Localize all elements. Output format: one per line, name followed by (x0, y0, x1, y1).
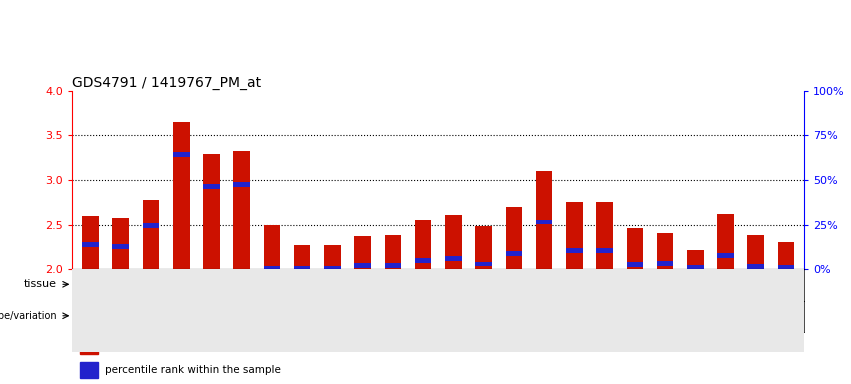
Text: ClpP knockout: ClpP knockout (635, 311, 699, 320)
Bar (80, 362, 98, 378)
Bar (414, 258, 431, 263)
Bar (440, 303, 528, 329)
Bar (747, 264, 764, 269)
Bar (623, 272, 802, 298)
Text: liver: liver (334, 279, 359, 289)
Text: ClpP knockout: ClpP knockout (452, 311, 516, 320)
Bar (203, 154, 220, 269)
Bar (623, 303, 711, 329)
Bar (687, 265, 704, 270)
Bar (294, 245, 311, 269)
Bar (440, 272, 620, 298)
Bar (445, 256, 462, 261)
Bar (83, 216, 99, 269)
Text: tissue: tissue (24, 279, 57, 289)
Text: wild type: wild type (372, 311, 414, 320)
Text: GDS4791 / 1419767_PM_at: GDS4791 / 1419767_PM_at (72, 76, 261, 89)
Bar (74, 272, 254, 298)
Bar (257, 303, 346, 329)
Bar (233, 151, 250, 269)
Bar (165, 303, 254, 329)
Bar (203, 184, 220, 189)
Bar (80, 338, 98, 354)
Bar (354, 263, 371, 268)
Text: ClpP knockout: ClpP knockout (269, 311, 333, 320)
Text: wild type: wild type (189, 311, 231, 320)
Text: testis: testis (149, 279, 179, 289)
Bar (717, 214, 734, 269)
Text: wild type: wild type (738, 311, 780, 320)
Bar (714, 303, 802, 329)
Bar (747, 235, 764, 269)
Bar (536, 220, 552, 225)
Bar (657, 261, 673, 266)
Text: transformed count: transformed count (106, 341, 203, 351)
Bar (476, 226, 492, 269)
Text: brain: brain (699, 279, 727, 289)
Bar (597, 248, 613, 253)
Bar (505, 251, 523, 256)
Bar (112, 218, 129, 269)
Bar (264, 266, 280, 271)
Bar (233, 182, 250, 187)
Bar (74, 303, 163, 329)
Bar (626, 228, 643, 269)
Bar (414, 220, 431, 269)
Bar (354, 236, 371, 269)
Bar (324, 265, 340, 270)
Text: genotype/variation: genotype/variation (0, 311, 57, 321)
Bar (626, 262, 643, 267)
Bar (112, 244, 129, 249)
Bar (717, 253, 734, 258)
Bar (83, 242, 99, 247)
Bar (173, 152, 190, 157)
Bar (778, 242, 794, 269)
Bar (257, 272, 437, 298)
Bar (173, 122, 190, 269)
Bar (531, 303, 620, 329)
Bar (597, 202, 613, 269)
Bar (536, 171, 552, 269)
Text: percentile rank within the sample: percentile rank within the sample (106, 365, 281, 375)
Bar (385, 235, 401, 269)
Bar (657, 233, 673, 269)
Bar (687, 250, 704, 269)
Bar (385, 263, 401, 268)
Text: wild type: wild type (555, 311, 597, 320)
Text: heart: heart (515, 279, 545, 289)
Bar (566, 248, 583, 253)
Bar (143, 223, 159, 228)
Bar (294, 265, 311, 270)
Bar (505, 207, 523, 269)
Bar (324, 245, 340, 269)
Bar (143, 200, 159, 269)
Bar (778, 265, 794, 270)
Bar (348, 303, 437, 329)
Bar (476, 262, 492, 266)
Bar (445, 215, 462, 269)
Text: ClpP knockout: ClpP knockout (86, 311, 150, 320)
Bar (566, 202, 583, 269)
Bar (264, 225, 280, 269)
